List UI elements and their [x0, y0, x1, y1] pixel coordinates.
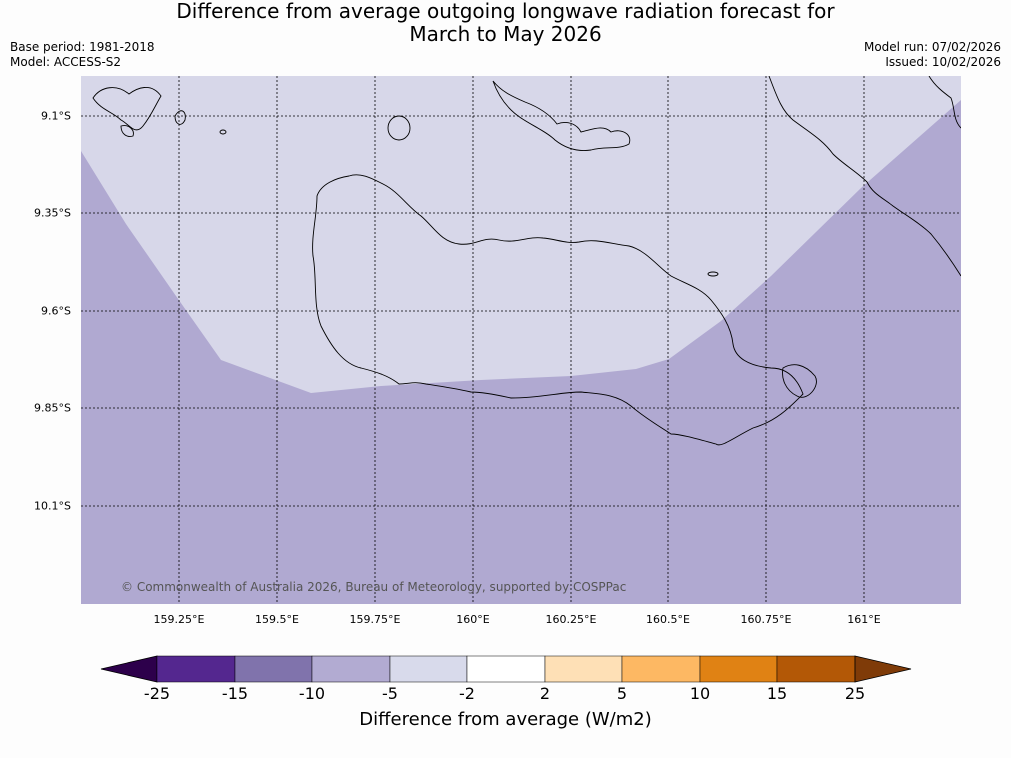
colorbar-tick-8: 15	[766, 684, 788, 703]
colorbar-seg-8	[776, 655, 856, 683]
lat-label-3: 9.85°S	[34, 401, 71, 415]
colorbar-tick-6: 5	[616, 684, 628, 703]
colorbar-tick-7: 10	[689, 684, 711, 703]
coastlines	[92, 76, 961, 446]
lon-label-4: 160.25°E	[545, 613, 597, 626]
colorbar	[100, 655, 912, 683]
colorbar-seg-7	[699, 655, 778, 683]
colorbar-under-arrow	[100, 655, 158, 683]
model-run: Model run: 07/02/2026	[863, 40, 1001, 54]
region-light	[81, 76, 961, 393]
coastline-north-1	[492, 80, 631, 151]
colorbar-over-arrow	[854, 655, 912, 683]
lat-label-4: 10.1°S	[34, 499, 71, 513]
copyright-notice: © Commonwealth of Australia 2026, Bureau…	[121, 580, 627, 594]
colorbar-tick-0: -25	[143, 684, 171, 703]
meta-left: Base period: 1981-2018 Model: ACCESS-S2	[10, 40, 155, 70]
coastline-islet-2	[219, 129, 227, 135]
coastline-ne	[768, 76, 961, 277]
chart-title: Difference from average outgoing longwav…	[0, 0, 1011, 46]
title-line-1: Difference from average outgoing longwav…	[176, 0, 835, 23]
coastline-nw-2	[174, 110, 186, 125]
lon-label-7: 161°E	[847, 613, 881, 626]
coastline-se-islets	[782, 364, 817, 398]
model-name: Model: ACCESS-S2	[10, 55, 122, 69]
coastline-ne-2	[928, 76, 961, 129]
meta-right: Model run: 07/02/2026 Issued: 10/02/2026	[864, 40, 1001, 70]
colorbar-seg-3	[389, 655, 468, 683]
lat-label-1: 9.35°S	[34, 206, 71, 220]
title-line-2: March to May 2026	[409, 22, 602, 46]
coastline-main-island	[312, 174, 804, 446]
colorbar-seg-1	[234, 655, 313, 683]
colorbar-seg-0	[156, 655, 236, 683]
coastline-islet-1	[387, 115, 411, 141]
lat-label-0: 9.1°S	[41, 109, 71, 123]
lon-label-1: 159.5°E	[255, 613, 299, 626]
colorbar-seg-6	[621, 655, 701, 683]
coastline-nw-1	[92, 87, 162, 131]
base-period: Base period: 1981-2018	[10, 40, 155, 54]
colorbar-tick-3: -5	[382, 684, 398, 703]
issued-date: Issued: 10/02/2026	[885, 55, 1001, 69]
map-panel	[81, 76, 961, 604]
colorbar-seg-5	[544, 655, 623, 683]
gridlines	[81, 76, 961, 604]
lon-label-2: 159.75°E	[349, 613, 401, 626]
lon-label-6: 160.75°E	[740, 613, 792, 626]
lon-label-0: 159.25°E	[153, 613, 205, 626]
colorbar-seg-4	[466, 655, 546, 683]
colorbar-tick-4: -2	[459, 684, 475, 703]
lon-label-5: 160.5°E	[646, 613, 690, 626]
colorbar-tick-2: -10	[298, 684, 326, 703]
colorbar-tick-9: 25	[844, 684, 866, 703]
colorbar-tick-5: 2	[539, 684, 551, 703]
lon-label-3: 160°E	[456, 613, 490, 626]
colorbar-title: Difference from average (W/m2)	[359, 709, 652, 730]
lat-label-2: 9.6°S	[41, 304, 71, 318]
colorbar-seg-2	[311, 655, 391, 683]
coastline-islet-3	[707, 271, 719, 277]
coastline-nw-3	[120, 125, 134, 137]
colorbar-tick-1: -15	[221, 684, 249, 703]
